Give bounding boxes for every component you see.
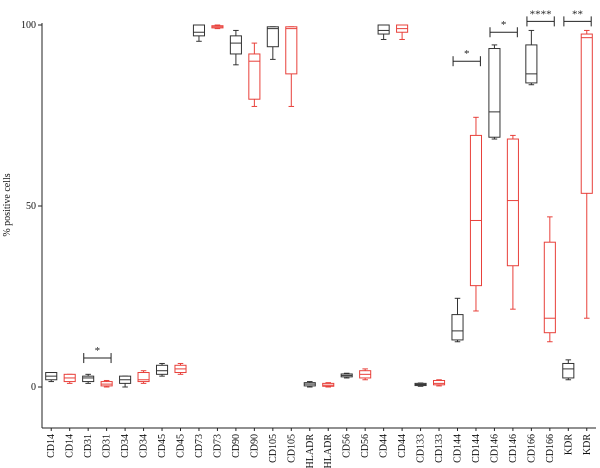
box-series bbox=[45, 24, 593, 388]
box-iqr bbox=[248, 53, 261, 100]
box-cd133-black bbox=[414, 382, 427, 387]
box-iqr bbox=[137, 372, 150, 383]
y-tick-label: 100 bbox=[21, 20, 36, 31]
x-tick-label: CD34 bbox=[139, 434, 150, 458]
y-tick-label: 0 bbox=[31, 382, 36, 393]
x-tick-label: CD90 bbox=[231, 434, 242, 458]
box-cd45-red bbox=[174, 362, 187, 375]
box-cd56-black bbox=[340, 372, 353, 379]
significance-bracket: * bbox=[489, 19, 518, 38]
x-tick-label: CD56 bbox=[342, 434, 353, 458]
box-cd34-red bbox=[137, 370, 150, 384]
box-iqr bbox=[266, 26, 279, 48]
x-tick-label: CD44 bbox=[397, 434, 408, 458]
box-cd73-red bbox=[211, 24, 224, 30]
box-iqr bbox=[525, 44, 538, 84]
x-tick-label: CD45 bbox=[176, 434, 187, 458]
significance-label: * bbox=[464, 48, 470, 60]
x-tick-label: CD144 bbox=[471, 434, 482, 463]
box-iqr bbox=[155, 364, 169, 375]
box-cd166-black bbox=[525, 29, 538, 86]
box-cd144-black bbox=[451, 297, 464, 343]
box-iqr bbox=[488, 48, 501, 138]
x-tick-label: CD105 bbox=[268, 434, 279, 463]
box-cd31-red bbox=[100, 379, 113, 388]
box-cd146-red bbox=[506, 134, 519, 310]
significance-bracket: * bbox=[452, 48, 481, 67]
x-tick-label: HLADR bbox=[305, 434, 316, 468]
x-tick-label: CD146 bbox=[489, 434, 500, 463]
x-tick-label: CD166 bbox=[545, 434, 556, 463]
box-iqr bbox=[192, 24, 206, 37]
box-iqr bbox=[377, 24, 390, 35]
box-cd144-red bbox=[469, 116, 483, 312]
box-iqr bbox=[469, 134, 483, 287]
box-iqr bbox=[432, 379, 446, 386]
box-iqr bbox=[543, 241, 556, 334]
x-tick-label: CD105 bbox=[286, 434, 297, 463]
axes: 0 50 100 bbox=[21, 20, 596, 429]
x-tick-label: CD14 bbox=[46, 434, 57, 458]
x-tick-label: CD144 bbox=[453, 434, 464, 463]
significance-label: * bbox=[501, 19, 507, 31]
significance-bracket: * bbox=[83, 345, 112, 364]
box-cd14-black bbox=[45, 372, 58, 383]
box-iqr bbox=[82, 375, 95, 383]
box-cd31-black bbox=[82, 373, 95, 384]
x-tick-label: KDR bbox=[582, 434, 593, 455]
box-cd166-red bbox=[543, 216, 556, 343]
x-tick-label: KDR bbox=[563, 434, 574, 455]
x-tick-label: CD31 bbox=[102, 434, 113, 458]
box-iqr bbox=[580, 33, 593, 194]
significance-bracket: ** bbox=[563, 8, 592, 27]
box-cd105-black bbox=[266, 26, 279, 60]
x-tick-label: CD45 bbox=[157, 434, 168, 458]
significance-label: ** bbox=[572, 8, 583, 20]
box-cd105-red bbox=[285, 26, 298, 107]
x-tick-label: CD146 bbox=[508, 434, 519, 463]
significance-bracket: **** bbox=[526, 8, 555, 27]
significance-brackets: ******* ** bbox=[83, 8, 592, 364]
box-iqr bbox=[506, 138, 519, 267]
x-tick-label: CD44 bbox=[379, 434, 390, 458]
box-iqr bbox=[451, 314, 464, 341]
box-kdr-red bbox=[580, 29, 593, 319]
x-tick-label: CD73 bbox=[194, 434, 205, 458]
box-cd133-red bbox=[432, 379, 446, 387]
box-iqr bbox=[285, 26, 298, 75]
box-iqr bbox=[562, 362, 575, 379]
box-cd45-black bbox=[155, 362, 169, 377]
x-tick-labels: CD14 CD14 CD31 CD31 CD34 CD34 CD45 CD45 CD73 CD73… bbox=[46, 428, 593, 468]
box-cd90-black bbox=[229, 29, 242, 66]
box-iqr bbox=[229, 35, 242, 55]
x-tick-label: CD56 bbox=[360, 434, 371, 458]
significance-label: **** bbox=[530, 8, 552, 20]
significance-label: * bbox=[95, 345, 101, 357]
box-cd90-red bbox=[248, 42, 261, 107]
x-tick-label: CD34 bbox=[120, 434, 131, 458]
box-cd44-red bbox=[396, 24, 409, 40]
box-hladr-black bbox=[303, 381, 316, 388]
box-cd44-black bbox=[377, 24, 390, 40]
y-axis-label: % positive cells bbox=[2, 173, 13, 236]
box-cd56-red bbox=[359, 368, 372, 381]
box-cd146-black bbox=[488, 44, 501, 140]
box-kdr-black bbox=[562, 359, 575, 381]
box-cd73-black bbox=[192, 24, 206, 42]
y-tick-label: 50 bbox=[26, 201, 36, 212]
x-tick-label: CD133 bbox=[434, 434, 445, 463]
x-tick-label: CD133 bbox=[416, 434, 427, 463]
box-hladr-red bbox=[322, 382, 335, 388]
box-cd14-red bbox=[63, 373, 76, 384]
box-cd34-black bbox=[119, 375, 132, 388]
x-tick-label: HLADR bbox=[323, 434, 334, 468]
x-tick-label: CD90 bbox=[249, 434, 260, 458]
x-tick-label: CD31 bbox=[83, 434, 94, 458]
x-tick-label: CD166 bbox=[526, 434, 537, 463]
x-tick-label: CD14 bbox=[65, 434, 76, 458]
x-tick-label: CD73 bbox=[212, 434, 223, 458]
